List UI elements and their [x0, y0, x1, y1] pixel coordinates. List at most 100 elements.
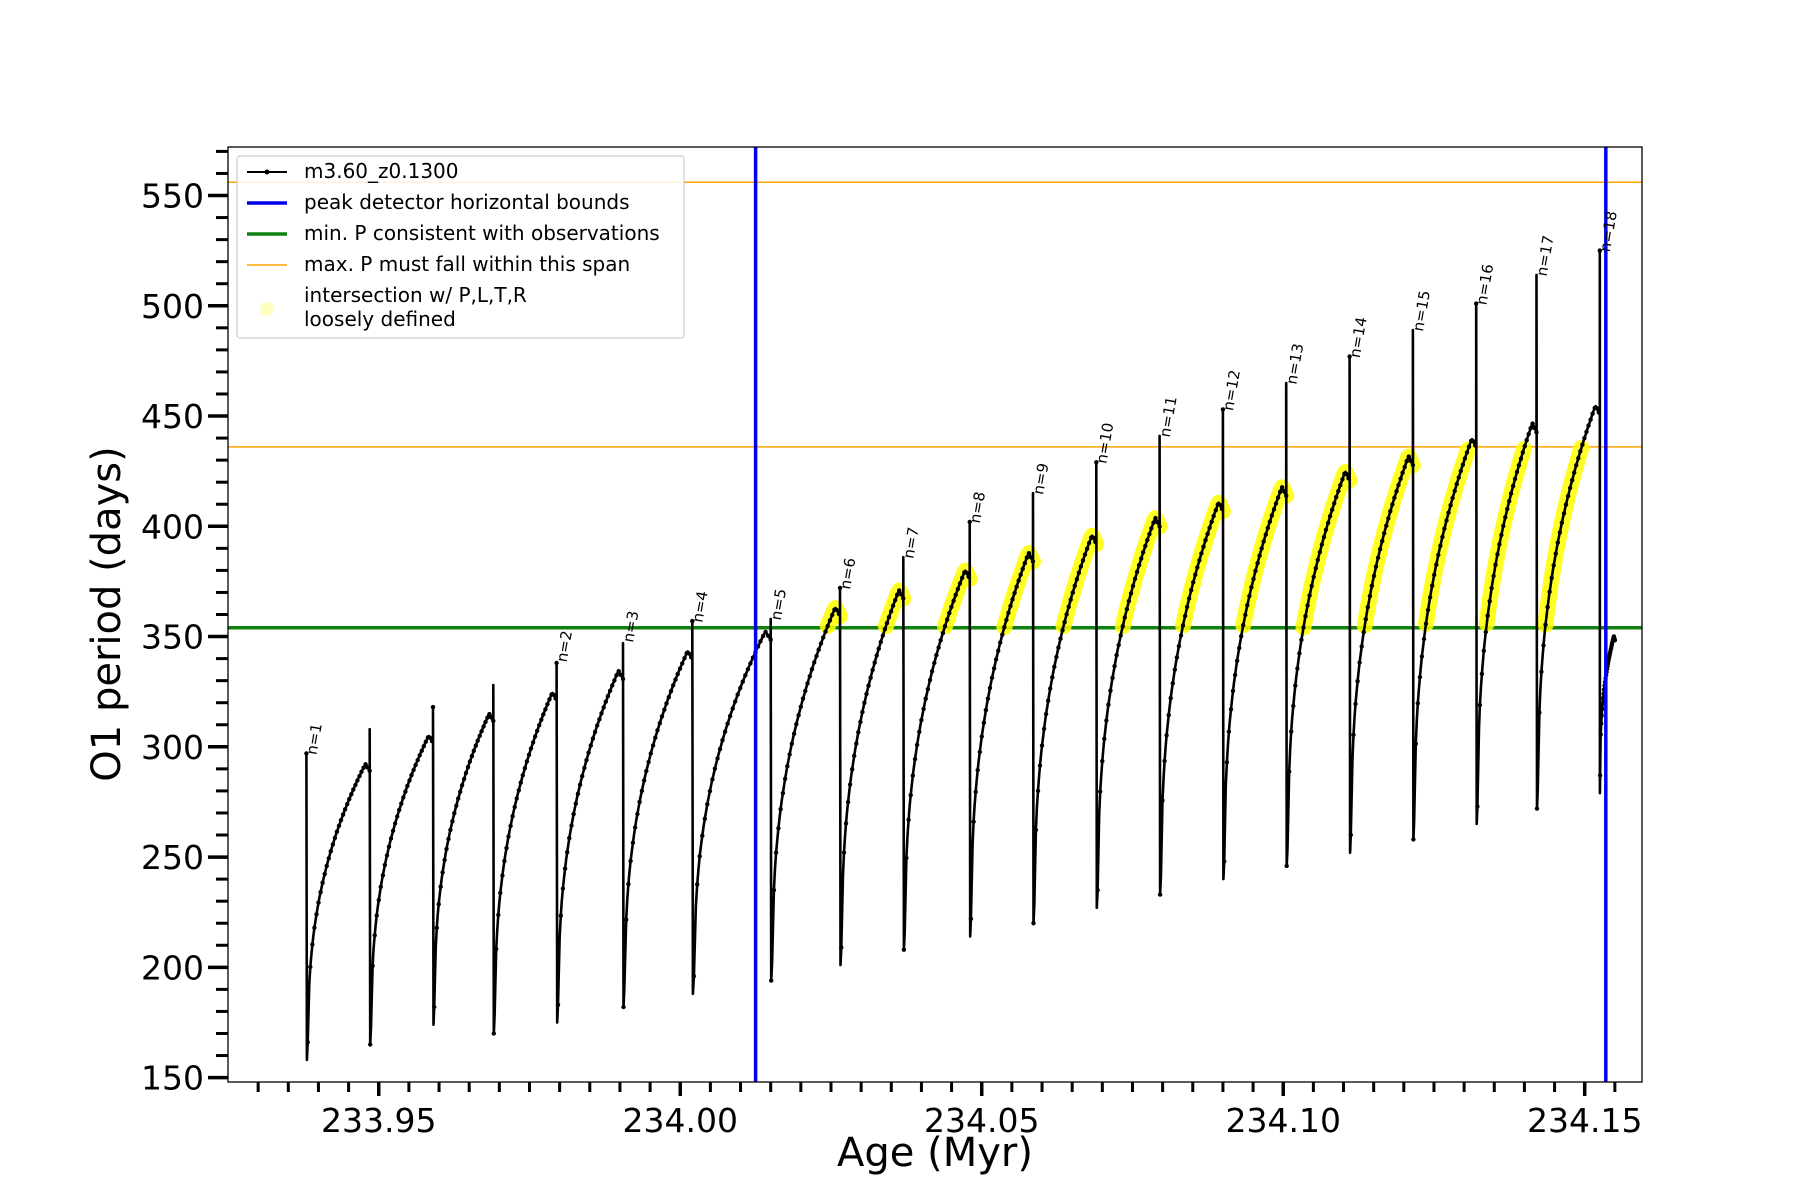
series-point	[440, 870, 445, 875]
series-point	[1367, 593, 1373, 599]
series-point	[682, 656, 687, 661]
x-axis-label: Age (Myr)	[837, 1130, 1033, 1176]
series-point	[1141, 550, 1146, 555]
series-point	[1170, 681, 1176, 686]
series-point	[347, 796, 352, 802]
series-point	[720, 738, 725, 743]
series-point	[1219, 506, 1225, 512]
series-point	[305, 1040, 310, 1045]
series-point	[502, 858, 507, 864]
series-point	[1118, 633, 1123, 638]
series-point	[1404, 459, 1409, 464]
series-point	[798, 704, 803, 709]
series-point	[1514, 469, 1520, 475]
series-point	[967, 519, 972, 525]
series-point	[357, 773, 362, 779]
series-point	[657, 721, 662, 726]
legend-swatch-series-marker	[264, 169, 270, 175]
peak-label: n=7	[900, 526, 923, 560]
series-point	[1332, 501, 1337, 506]
series-point	[1239, 634, 1244, 639]
series-point	[632, 825, 638, 830]
series-point	[421, 744, 426, 749]
series-point	[705, 802, 710, 807]
series-point	[715, 756, 720, 761]
series-point	[332, 835, 338, 841]
series-point	[554, 660, 559, 666]
series-point	[717, 746, 723, 752]
series-point	[584, 757, 589, 763]
series-point	[1024, 555, 1030, 560]
series-point	[771, 887, 777, 893]
series-point	[543, 707, 548, 712]
series-point	[1584, 429, 1589, 434]
series-point	[1355, 679, 1360, 684]
series-point	[1151, 520, 1156, 525]
series-point	[768, 637, 773, 642]
series-point	[841, 850, 847, 855]
series-point	[906, 817, 911, 822]
series-point	[1444, 518, 1449, 523]
series-point	[1209, 519, 1214, 524]
series-point	[454, 803, 459, 808]
series-point	[491, 1031, 496, 1036]
series-point	[520, 773, 525, 778]
series-point	[1237, 645, 1242, 651]
peak-label: n=2	[553, 629, 576, 663]
series-point	[827, 618, 833, 623]
series-point	[1452, 488, 1457, 494]
series-point	[1483, 629, 1489, 635]
series-point	[971, 819, 976, 824]
series-point	[1481, 648, 1487, 653]
series-point	[886, 615, 892, 620]
series-point	[850, 767, 855, 772]
series-point	[1315, 557, 1321, 563]
series-point	[823, 629, 828, 634]
series-point	[1048, 686, 1053, 691]
series-point	[1351, 732, 1356, 737]
series-point	[1257, 553, 1262, 558]
series-point	[577, 782, 583, 787]
series-point	[363, 762, 368, 767]
series-point	[671, 683, 676, 688]
peak-label: n=4	[689, 590, 712, 624]
series-point	[664, 701, 669, 706]
series-point	[1094, 460, 1099, 465]
series-point	[1172, 667, 1178, 672]
series-point	[1068, 597, 1073, 602]
series-point	[1323, 527, 1329, 532]
series-point	[957, 581, 963, 586]
series-point	[655, 728, 660, 733]
series-point	[1493, 562, 1498, 567]
series-point	[868, 675, 873, 680]
series-point	[758, 639, 763, 644]
series-point	[712, 766, 718, 771]
series-point	[1475, 804, 1480, 809]
series-point	[1056, 645, 1061, 650]
series-point	[1080, 558, 1086, 563]
series-point	[539, 717, 544, 722]
series-point	[411, 767, 416, 773]
series-point	[1052, 664, 1057, 669]
y-axis-ticks: 150 200 250 300 350 400 450 500 550	[141, 149, 228, 1098]
series-point	[1217, 502, 1223, 507]
series-point	[459, 783, 465, 788]
series-point	[1251, 576, 1256, 582]
series-point	[1284, 863, 1289, 869]
series-point	[351, 787, 356, 792]
series-point	[340, 812, 346, 817]
series-point	[469, 753, 475, 759]
series-point	[1037, 763, 1043, 768]
series-point	[1301, 625, 1306, 630]
series-point	[590, 736, 596, 741]
series-point	[378, 884, 383, 889]
y-tick-label: 550	[141, 177, 204, 216]
series-point	[1371, 573, 1377, 579]
series-point	[1010, 597, 1015, 602]
series-point	[1373, 564, 1379, 569]
series-point	[695, 882, 700, 887]
series-point	[787, 752, 792, 757]
series-point	[1120, 624, 1126, 629]
series-point	[1234, 658, 1240, 663]
series-point	[1203, 538, 1208, 543]
